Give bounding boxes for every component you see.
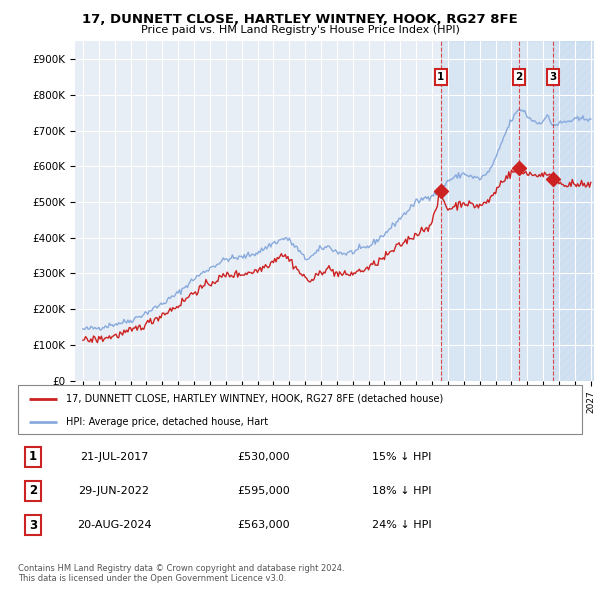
Text: 21-JUL-2017: 21-JUL-2017 [80,452,148,461]
Text: Price paid vs. HM Land Registry's House Price Index (HPI): Price paid vs. HM Land Registry's House … [140,25,460,35]
Text: £530,000: £530,000 [238,452,290,461]
Text: 24% ↓ HPI: 24% ↓ HPI [372,520,432,530]
Text: Contains HM Land Registry data © Crown copyright and database right 2024.
This d: Contains HM Land Registry data © Crown c… [18,563,344,583]
Text: 29-JUN-2022: 29-JUN-2022 [79,486,149,496]
Text: £563,000: £563,000 [238,520,290,530]
Text: 3: 3 [550,72,557,82]
Text: 3: 3 [29,519,37,532]
Text: 20-AUG-2024: 20-AUG-2024 [77,520,151,530]
Text: 2: 2 [515,72,523,82]
Text: HPI: Average price, detached house, Hart: HPI: Average price, detached house, Hart [66,417,268,427]
Text: 1: 1 [437,72,445,82]
Text: 17, DUNNETT CLOSE, HARTLEY WINTNEY, HOOK, RG27 8FE (detached house): 17, DUNNETT CLOSE, HARTLEY WINTNEY, HOOK… [66,394,443,404]
Text: £595,000: £595,000 [238,486,290,496]
Text: 15% ↓ HPI: 15% ↓ HPI [373,452,431,461]
Text: 1: 1 [29,450,37,463]
FancyBboxPatch shape [18,385,582,434]
Text: 17, DUNNETT CLOSE, HARTLEY WINTNEY, HOOK, RG27 8FE: 17, DUNNETT CLOSE, HARTLEY WINTNEY, HOOK… [82,13,518,26]
Text: 18% ↓ HPI: 18% ↓ HPI [372,486,432,496]
Bar [441,41,594,381]
Bar [553,41,594,381]
Text: 2: 2 [29,484,37,497]
